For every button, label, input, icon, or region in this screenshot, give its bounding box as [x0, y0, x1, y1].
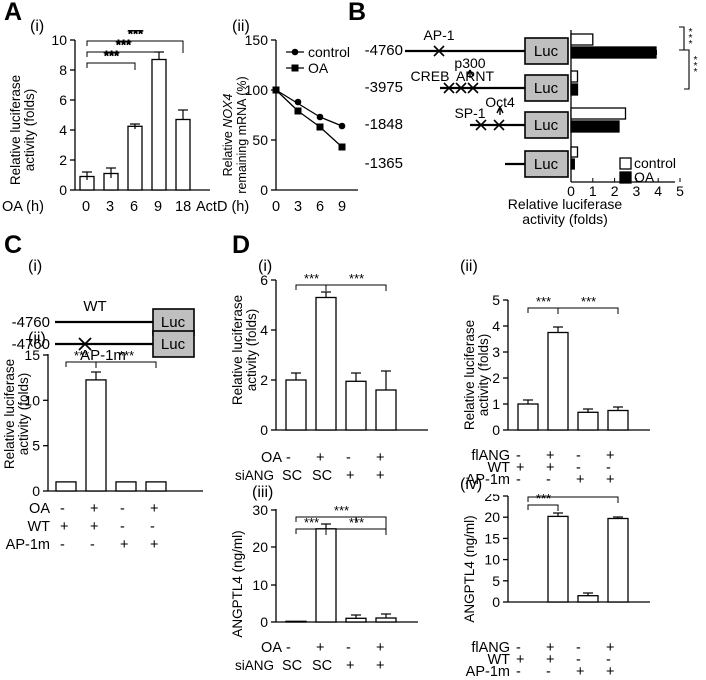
svg-text:-4760: -4760: [365, 42, 403, 59]
svg-text:10: 10: [252, 577, 268, 593]
svg-text:Luc: Luc: [534, 80, 559, 97]
svg-text:5: 5: [676, 183, 684, 199]
svg-text:0: 0: [260, 182, 268, 198]
svg-text:ANGPTL4 (ng/ml): ANGPTL4 (ng/ml): [230, 530, 245, 637]
svg-text:30: 30: [252, 504, 268, 518]
svg-text:20: 20: [484, 509, 500, 525]
svg-text:activity (folds): activity (folds): [244, 309, 259, 392]
svg-text:Luc: Luc: [534, 156, 559, 173]
svg-text:150: 150: [245, 32, 269, 48]
svg-text:3: 3: [492, 344, 500, 360]
svg-text:-4760: -4760: [12, 314, 50, 331]
svg-text:***: ***: [73, 349, 89, 363]
svg-text:6: 6: [260, 272, 268, 288]
svg-text:***: ***: [303, 515, 319, 530]
svg-text:0: 0: [492, 594, 500, 610]
svg-text:15: 15: [484, 530, 500, 546]
svg-text:Relative luciferase: Relative luciferase: [462, 320, 477, 430]
svg-text:5: 5: [492, 573, 500, 589]
svg-text:6: 6: [59, 92, 67, 108]
svg-text:4: 4: [492, 318, 500, 334]
svg-text:activity (folds): activity (folds): [476, 334, 491, 417]
svg-text:activity (folds): activity (folds): [22, 89, 37, 172]
svg-text:4: 4: [260, 322, 268, 338]
svg-text:***: ***: [580, 295, 596, 309]
svg-text:3: 3: [633, 183, 641, 199]
svg-text:Relative luciferase: Relative luciferase: [8, 75, 23, 185]
svg-text:0: 0: [260, 614, 268, 630]
svg-text:***: ***: [303, 271, 319, 286]
svg-text:OA: OA: [308, 60, 329, 76]
svg-text:0: 0: [492, 422, 500, 438]
svg-text:4: 4: [654, 183, 662, 199]
svg-text:10: 10: [51, 32, 67, 48]
svg-text:Relative NOX4: Relative NOX4: [221, 94, 235, 177]
svg-text:***: ***: [348, 271, 364, 286]
svg-text:50: 50: [252, 132, 268, 148]
svg-text:*: *: [693, 66, 698, 78]
svg-text:***: ***: [348, 515, 364, 530]
svg-text:***: ***: [565, 494, 581, 498]
svg-text:-3975: -3975: [365, 79, 403, 96]
svg-text:***: ***: [535, 295, 551, 309]
svg-text:Luc: Luc: [534, 117, 559, 134]
svg-text:activity (folds): activity (folds): [16, 373, 31, 456]
svg-text:10: 10: [484, 552, 500, 568]
svg-text:-1365: -1365: [365, 155, 403, 172]
svg-text:100: 100: [245, 82, 269, 98]
svg-text:2: 2: [260, 372, 268, 388]
svg-text:Relative luciferase: Relative luciferase: [2, 359, 17, 469]
svg-text:0: 0: [59, 182, 67, 198]
svg-text:0: 0: [32, 483, 40, 499]
svg-text:5: 5: [492, 295, 500, 308]
svg-text:OA: OA: [634, 169, 655, 185]
svg-text:Luc: Luc: [161, 314, 186, 331]
svg-text:ARNT: ARNT: [456, 68, 495, 84]
svg-text:***: ***: [535, 494, 551, 506]
svg-text:2: 2: [492, 370, 500, 386]
svg-text:0: 0: [260, 422, 268, 438]
svg-text:***: ***: [333, 504, 349, 518]
svg-text:ANGPTL4 (ng/ml): ANGPTL4 (ng/ml): [462, 515, 477, 622]
svg-text:Luc: Luc: [534, 43, 559, 60]
svg-text:8: 8: [59, 62, 67, 78]
svg-text:2: 2: [59, 152, 67, 168]
svg-text:***: ***: [118, 349, 134, 363]
svg-text:10: 10: [24, 392, 40, 408]
svg-text:*: *: [688, 38, 693, 50]
svg-text:***: ***: [127, 30, 143, 41]
svg-text:AP-1: AP-1: [423, 27, 454, 43]
svg-text:20: 20: [252, 539, 268, 555]
svg-text:Relative luciferase: Relative luciferase: [230, 295, 245, 405]
svg-text:25: 25: [484, 494, 500, 504]
svg-text:SP-1: SP-1: [454, 105, 485, 121]
svg-text:1: 1: [492, 396, 500, 412]
svg-text:4: 4: [59, 122, 67, 138]
svg-text:CREB: CREB: [411, 68, 450, 84]
svg-text:5: 5: [32, 438, 40, 454]
svg-text:-1848: -1848: [365, 116, 403, 133]
svg-text:15: 15: [24, 349, 40, 363]
svg-text:WT: WT: [83, 298, 106, 315]
